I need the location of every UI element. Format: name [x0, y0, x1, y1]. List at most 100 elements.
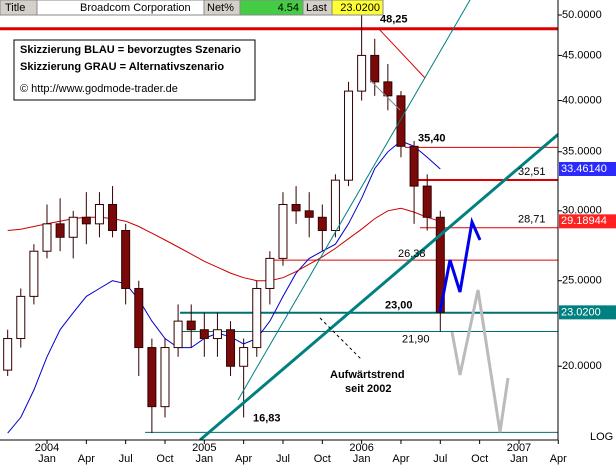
level-label: 23,00 [385, 300, 413, 312]
candle-body [42, 223, 52, 252]
x-tick-label: Jan [38, 453, 56, 465]
level-label: 21,90 [402, 333, 430, 345]
price-tag [559, 161, 616, 176]
moving-average [7, 140, 441, 434]
sketch-line [377, 27, 426, 79]
trend-line [199, 83, 616, 442]
note: Skizzierung BLAU = bevorzugtes Szenario [20, 44, 241, 56]
candle-body [186, 320, 196, 331]
candle-body [108, 204, 118, 232]
x-tick-label: Apr [235, 453, 252, 465]
candle-body [291, 204, 301, 212]
year-label: 2005 [192, 442, 216, 454]
price-tag-label: 23.0200 [561, 306, 601, 318]
header-text: 23.0200 [340, 2, 380, 14]
candle-body [160, 347, 170, 408]
candle-body [435, 216, 445, 313]
candle-body [3, 338, 13, 371]
candle-body [239, 347, 249, 367]
header-text: Broadcom Corporation [80, 2, 191, 14]
candle-body [55, 223, 65, 238]
year-label: 2004 [35, 442, 59, 454]
candle-body [383, 81, 393, 97]
level-label: 26,38 [398, 248, 426, 260]
scenario-gray [450, 289, 510, 433]
candle-body [396, 95, 406, 147]
candle-body [357, 54, 367, 92]
x-axis-area [0, 440, 616, 465]
candle-body [16, 295, 26, 340]
y-tick-label: 45.0000 [562, 49, 602, 61]
candle-body [370, 54, 380, 83]
price-tag [559, 214, 616, 229]
price-tag [559, 305, 616, 320]
y-tick-label: 25.0000 [562, 275, 602, 287]
candle-body [81, 216, 91, 225]
x-tick-label: Apr [78, 453, 95, 465]
candle-body [265, 257, 275, 289]
candle-body [252, 287, 262, 349]
year-label: 2006 [349, 442, 373, 454]
candle-body [317, 216, 327, 232]
x-tick-label: Jul [119, 453, 133, 465]
header-cell [331, 0, 384, 16]
header-text: Last [306, 2, 327, 14]
note: © http://www.godmode-trader.de [20, 83, 178, 95]
candle-body [330, 179, 340, 232]
level-label: 32,51 [518, 166, 546, 178]
header-text: Net% [207, 2, 234, 14]
note-box [13, 39, 256, 101]
candle-body [173, 320, 183, 349]
header-text: Title [5, 2, 25, 14]
level-label: 16,83 [253, 412, 281, 424]
trend-label: seit 2002 [345, 383, 391, 395]
trend-line [237, 0, 471, 401]
x-tick-label: Apr [550, 453, 567, 465]
year-label: 2007 [507, 442, 531, 454]
candle-body [29, 250, 39, 297]
price-tag-label: 33.46140 [561, 163, 607, 175]
sketch-line [369, 79, 401, 111]
candle-body [278, 204, 288, 259]
level-label: 28,71 [518, 214, 546, 226]
x-tick-label: Jan [195, 453, 213, 465]
candle-body [212, 329, 222, 340]
x-tick-label: Jul [276, 453, 290, 465]
candle-body [304, 210, 314, 218]
moving-average [7, 207, 441, 282]
trend-label: Aufwärtstrend [330, 369, 405, 381]
x-tick-label: Apr [392, 453, 409, 465]
y-tick-label: 35.0000 [562, 146, 602, 158]
scenario-blue [438, 216, 482, 313]
x-tick-label: Oct [156, 453, 173, 465]
plot-area [0, 15, 558, 434]
candle-body [134, 287, 144, 349]
y-tick-label: 30.0000 [562, 205, 602, 217]
y-tick-label: 40.0000 [562, 94, 602, 106]
scale-label: LOG [590, 431, 613, 443]
header: Title Broadcom Corporation Net% 4.54 Las… [0, 0, 384, 16]
candle-body [68, 216, 78, 238]
y-tick-label: 20.0000 [562, 360, 602, 372]
candle-body [199, 329, 209, 340]
y-tick-label: 50.0000 [562, 9, 602, 21]
price-tag-label: 29.18944 [561, 215, 607, 227]
candle-body [226, 329, 236, 367]
note: Skizzierung GRAU = Alternativszenario [20, 61, 224, 73]
candle-body [147, 347, 157, 408]
candle-body [94, 204, 104, 225]
level-label: 48,25 [380, 14, 408, 26]
candle-body [422, 185, 432, 218]
candle-body [121, 230, 131, 289]
x-tick-label: Oct [314, 453, 331, 465]
x-tick-label: Oct [471, 453, 488, 465]
level-label: 35,40 [418, 132, 446, 144]
header-text: 4.54 [278, 2, 299, 14]
candle-body [344, 90, 354, 181]
candle-body [409, 145, 419, 187]
pointer-line [319, 317, 363, 361]
x-tick-label: Jan [510, 453, 528, 465]
x-tick-label: Jan [353, 453, 371, 465]
